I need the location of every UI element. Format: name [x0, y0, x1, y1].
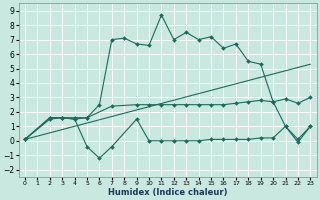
X-axis label: Humidex (Indice chaleur): Humidex (Indice chaleur) [108, 188, 228, 197]
